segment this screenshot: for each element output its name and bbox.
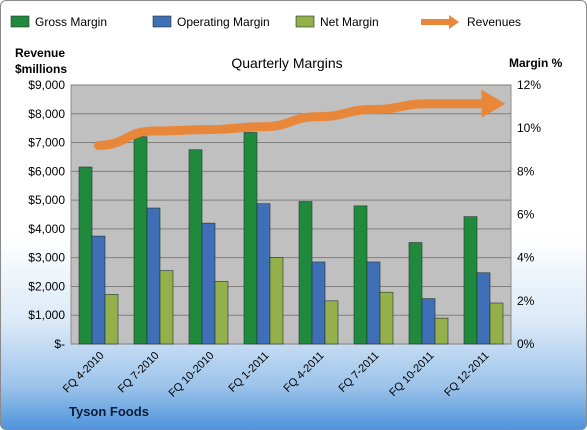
legend-swatch-operating-margin xyxy=(152,15,172,28)
x-tick-label: FQ 7-2010 xyxy=(116,350,162,396)
y-tick-label-right: 6% xyxy=(517,208,535,222)
bar-operating-margin xyxy=(201,222,216,345)
y-tick-label-right: 10% xyxy=(517,121,541,135)
legend: Gross Margin Operating Margin Net Margin Re… xyxy=(10,15,521,29)
chart-title: Quarterly Margins xyxy=(231,55,342,71)
y-tick-label-left: $5,000 xyxy=(28,193,65,207)
y-tick-label-left: $8,000 xyxy=(28,107,65,121)
bar-gross-margin xyxy=(463,216,478,345)
bar-operating-margin xyxy=(366,261,381,345)
bar-operating-margin xyxy=(421,298,436,345)
y-tick-label-left: $- xyxy=(54,337,65,351)
revenue-line xyxy=(94,99,492,150)
y-tick-label-left: $4,000 xyxy=(28,222,65,236)
bar-net-margin xyxy=(269,257,284,345)
bar-operating-margin xyxy=(311,261,326,345)
y-ticks-left: $- $1,000 $2,000 $3,000 $4,000 $5,000 $6,000 $7… xyxy=(28,78,65,351)
y-tick-label-left: $7,000 xyxy=(28,136,65,150)
x-tick-label: FQ 12-2011 xyxy=(442,350,491,399)
y-axis-left-label-line1: Revenue xyxy=(15,46,65,60)
bar-operating-margin xyxy=(91,235,106,345)
bar-net-margin xyxy=(324,300,339,345)
y-tick-label-right: 0% xyxy=(517,337,535,351)
bar-gross-margin xyxy=(243,132,258,345)
y-tick-label-right: 8% xyxy=(517,164,535,178)
bar-net-margin xyxy=(489,302,504,345)
legend-label-gross-margin: Gross Margin xyxy=(35,15,107,29)
bar-group xyxy=(78,132,504,345)
x-tick-label: FQ 1-2011 xyxy=(227,350,272,395)
legend-label-operating-margin: Operating Margin xyxy=(177,15,270,29)
footer-company-name: Tyson Foods xyxy=(69,404,149,419)
x-tick-label: FQ 10-2010 xyxy=(167,350,217,400)
y-tick-label-left: $2,000 xyxy=(28,279,65,293)
bar-gross-margin xyxy=(133,136,148,345)
legend-swatch-net-margin xyxy=(295,15,315,28)
bar-net-margin xyxy=(214,281,229,345)
bar-net-margin xyxy=(434,317,449,345)
y-ticks-right: 0% 2% 4% 6% 8% 10% 12% xyxy=(517,78,541,351)
bar-net-margin xyxy=(159,270,174,345)
x-tick-label: FQ 4-2011 xyxy=(282,350,327,395)
y-tick-label-right: 4% xyxy=(517,251,535,265)
y-tick-label-right: 12% xyxy=(517,78,541,92)
x-tick-label: FQ 10-2011 xyxy=(387,350,436,399)
bar-operating-margin xyxy=(256,203,271,345)
legend-label-net-margin: Net Margin xyxy=(320,15,379,29)
bar-gross-margin xyxy=(188,149,203,345)
y-tick-label-left: $3,000 xyxy=(28,251,65,265)
bar-net-margin xyxy=(104,294,119,345)
bar-operating-margin xyxy=(476,272,491,345)
legend-swatch-gross-margin xyxy=(10,15,30,28)
legend-swatch-revenues-arrow xyxy=(449,15,459,29)
y-tick-label-left: $1,000 xyxy=(28,308,65,322)
revenue-line-group xyxy=(94,89,506,150)
revenue-line-arrowhead xyxy=(481,89,506,118)
x-tick-label: FQ 7-2011 xyxy=(337,350,382,395)
y-axis-right-label: Margin % xyxy=(509,56,563,70)
y-tick-label-left: $9,000 xyxy=(28,78,65,92)
x-tick-label: FQ 4-2010 xyxy=(61,350,107,396)
bar-net-margin xyxy=(379,291,394,345)
bar-gross-margin xyxy=(408,242,423,345)
x-ticks: FQ 4-2010 FQ 7-2010 FQ 10-2010 FQ 1-2011 FQ … xyxy=(61,350,492,400)
bar-operating-margin xyxy=(146,207,161,345)
bar-gross-margin xyxy=(298,201,313,345)
bar-gross-margin xyxy=(78,166,93,345)
y-tick-label-left: $6,000 xyxy=(28,164,65,178)
y-tick-label-right: 2% xyxy=(517,294,535,308)
y-axis-left-label-line2: $millions xyxy=(15,62,67,76)
legend-label-revenues: Revenues xyxy=(467,15,521,29)
bar-gross-margin xyxy=(353,205,368,345)
